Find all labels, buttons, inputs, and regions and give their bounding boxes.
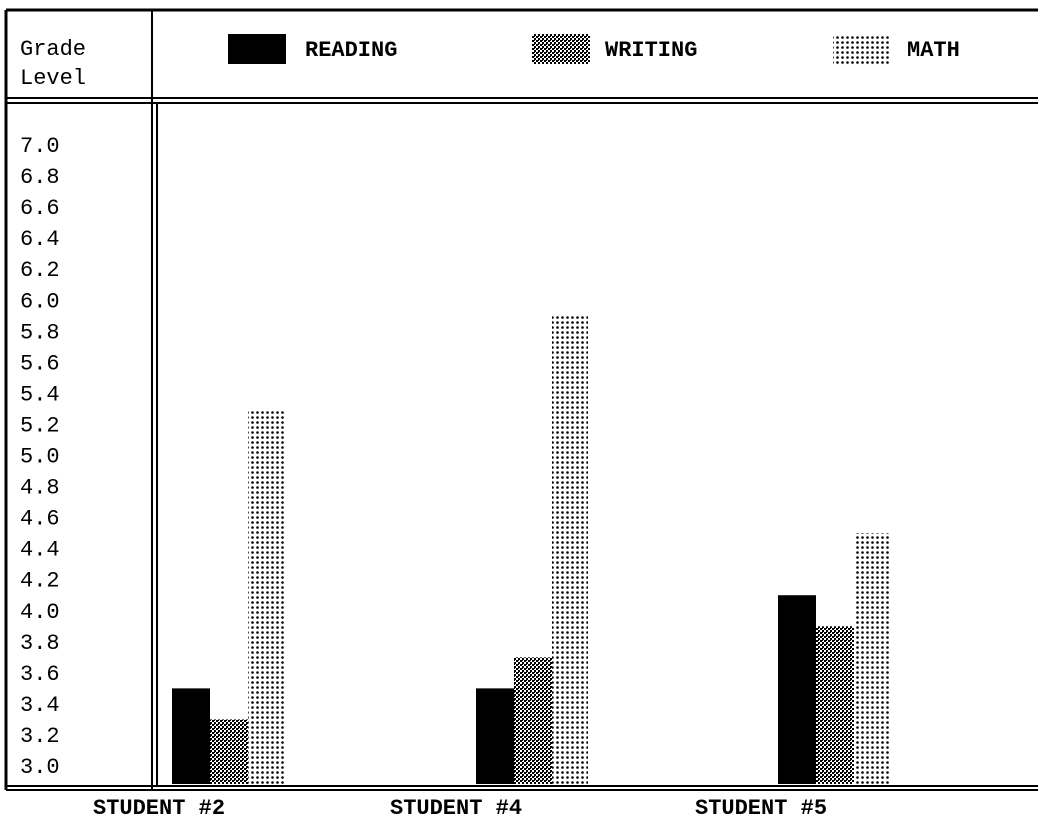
y-tick-label: 6.6 (20, 196, 60, 221)
chart-frame (4, 8, 1038, 791)
legend-swatch-math (833, 34, 891, 64)
y-tick-label: 5.8 (20, 320, 60, 345)
y-tick-label: 6.2 (20, 258, 60, 283)
y-axis-label-line2: Level (20, 66, 86, 91)
bar-math-3 (854, 533, 890, 784)
y-tick-label: 3.6 (20, 662, 60, 687)
y-tick-label: 4.0 (20, 600, 60, 625)
legend-swatch-reading (228, 34, 286, 64)
y-tick-label: 4.2 (20, 569, 60, 594)
y-tick-labels: 7.0 6.8 6.6 6.4 6.2 6.0 5.8 5.6 5.4 5.2 5.0 4.8 4.6 4… (20, 134, 60, 780)
category-label: STUDENT #4 (390, 796, 522, 820)
y-axis-label-line1: Grade (20, 37, 86, 62)
y-tick-label: 7.0 (20, 134, 60, 159)
category-labels: STUDENT #2 STUDENT #4 STUDENT #5 (93, 796, 827, 820)
y-tick-label: 3.2 (20, 724, 60, 749)
bar-reading-3 (778, 595, 816, 784)
y-tick-label: 3.8 (20, 631, 60, 656)
y-tick-label: 4.4 (20, 538, 60, 563)
y-tick-label: 3.4 (20, 693, 60, 718)
bar-writing-1 (210, 719, 248, 784)
legend-label-writing: WRITING (605, 38, 697, 63)
legend: READING WRITING MATH (228, 34, 960, 64)
y-tick-label: 5.0 (20, 445, 60, 470)
bar-writing-2 (514, 657, 552, 784)
bar-math-1 (248, 408, 284, 784)
y-tick-label: 5.6 (20, 351, 60, 376)
y-tick-label: 4.8 (20, 476, 60, 501)
y-tick-label: 3.0 (20, 755, 60, 780)
legend-swatch-writing (532, 34, 590, 64)
category-label: STUDENT #2 (93, 796, 225, 820)
legend-label-math: MATH (907, 38, 960, 63)
bars (172, 315, 890, 784)
y-tick-label: 4.6 (20, 507, 60, 532)
legend-label-reading: READING (305, 38, 397, 63)
y-tick-label: 5.4 (20, 382, 60, 407)
y-tick-label: 6.8 (20, 165, 60, 190)
category-label: STUDENT #5 (695, 796, 827, 820)
y-tick-label: 6.4 (20, 227, 60, 252)
y-tick-label: 6.0 (20, 289, 60, 314)
bar-reading-2 (476, 688, 514, 784)
y-tick-label: 5.2 (20, 413, 60, 438)
bar-writing-3 (816, 626, 854, 784)
bar-math-2 (552, 315, 588, 784)
bar-reading-1 (172, 688, 210, 784)
